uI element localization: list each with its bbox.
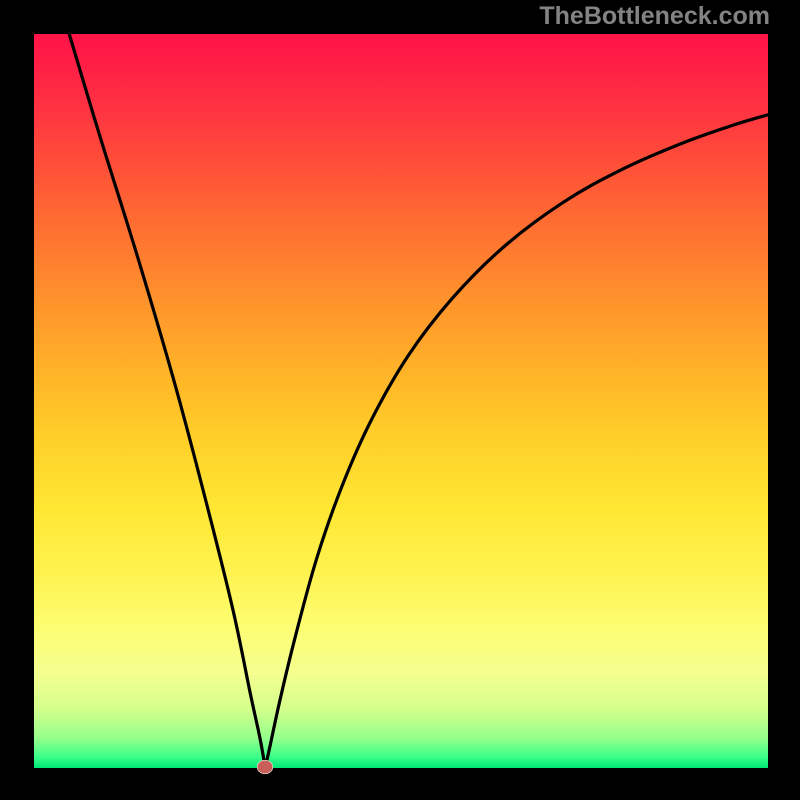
curve-right-branch — [265, 115, 768, 768]
curve-left-branch — [69, 34, 265, 768]
minimum-marker — [257, 760, 273, 774]
watermark-text: TheBottleneck.com — [539, 2, 770, 30]
chart-container: TheBottleneck.com — [0, 0, 800, 800]
curve-layer — [0, 0, 800, 800]
watermark: TheBottleneck.com — [539, 2, 770, 31]
